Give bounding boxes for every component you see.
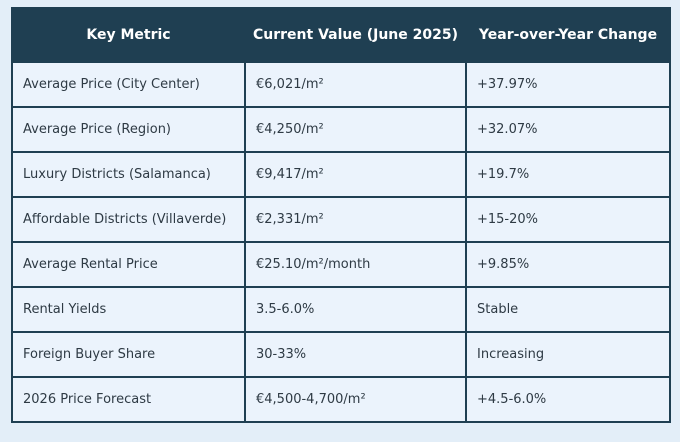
- cell-metric: Average Rental Price: [11, 241, 246, 288]
- table-row: Foreign Buyer Share 30-33% Increasing: [11, 331, 671, 378]
- cell-value: 30-33%: [244, 331, 467, 378]
- header-current-value: Current Value (June 2025): [244, 7, 467, 63]
- cell-change: +4.5-6.0%: [465, 376, 671, 423]
- cell-value: €25.10/m²/month: [244, 241, 467, 288]
- cell-change: +37.97%: [465, 61, 671, 108]
- table-row: Average Price (City Center) €6,021/m² +3…: [11, 61, 671, 108]
- cell-metric: Luxury Districts (Salamanca): [11, 151, 246, 198]
- cell-change: +15-20%: [465, 196, 671, 243]
- cell-metric: Average Price (City Center): [11, 61, 246, 108]
- metrics-table-container: Key Metric Current Value (June 2025) Yea…: [11, 7, 671, 423]
- cell-metric: Average Price (Region): [11, 106, 246, 153]
- table-row: Average Price (Region) €4,250/m² +32.07%: [11, 106, 671, 153]
- table-body: Average Price (City Center) €6,021/m² +3…: [11, 61, 671, 423]
- cell-metric: Affordable Districts (Villaverde): [11, 196, 246, 243]
- table-row: Rental Yields 3.5-6.0% Stable: [11, 286, 671, 333]
- cell-change: +32.07%: [465, 106, 671, 153]
- cell-value: €4,500-4,700/m²: [244, 376, 467, 423]
- header-row: Key Metric Current Value (June 2025) Yea…: [11, 7, 671, 63]
- cell-value: 3.5-6.0%: [244, 286, 467, 333]
- cell-value: €6,021/m²: [244, 61, 467, 108]
- cell-change: Stable: [465, 286, 671, 333]
- cell-metric: Foreign Buyer Share: [11, 331, 246, 378]
- table-row: 2026 Price Forecast €4,500-4,700/m² +4.5…: [11, 376, 671, 423]
- table-row: Average Rental Price €25.10/m²/month +9.…: [11, 241, 671, 288]
- cell-change: +19.7%: [465, 151, 671, 198]
- header-yoy-change: Year-over-Year Change: [465, 7, 671, 63]
- cell-value: €2,331/m²: [244, 196, 467, 243]
- table-header: Key Metric Current Value (June 2025) Yea…: [11, 7, 671, 63]
- cell-change: +9.85%: [465, 241, 671, 288]
- header-key-metric: Key Metric: [11, 7, 246, 63]
- table-row: Affordable Districts (Villaverde) €2,331…: [11, 196, 671, 243]
- metrics-table: Key Metric Current Value (June 2025) Yea…: [11, 7, 671, 423]
- table-row: Luxury Districts (Salamanca) €9,417/m² +…: [11, 151, 671, 198]
- cell-value: €9,417/m²: [244, 151, 467, 198]
- cell-value: €4,250/m²: [244, 106, 467, 153]
- cell-metric: Rental Yields: [11, 286, 246, 333]
- cell-change: Increasing: [465, 331, 671, 378]
- cell-metric: 2026 Price Forecast: [11, 376, 246, 423]
